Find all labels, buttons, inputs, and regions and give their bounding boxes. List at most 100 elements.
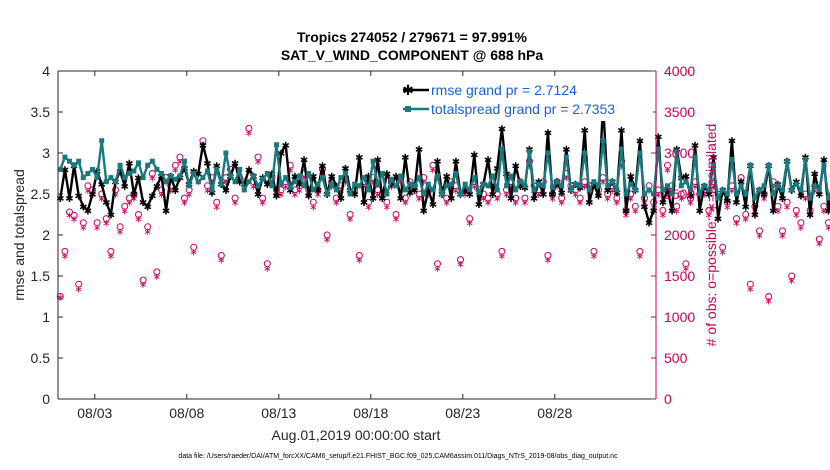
spread-point [637, 150, 643, 156]
obs-assimilated-point: ∗ [360, 182, 368, 193]
spread-point [297, 173, 302, 179]
rmse-point: ✱ [180, 164, 188, 175]
obs-assimilated-point: ∗ [571, 190, 579, 201]
rmse-point: ✱ [387, 180, 395, 191]
rmse-point: ✱ [521, 183, 529, 194]
obs-assimilated-point: ∗ [332, 198, 340, 209]
spread-point [425, 181, 431, 187]
obs-assimilated-point: ∗ [581, 182, 589, 193]
spread-point [793, 181, 799, 187]
spread-point [761, 183, 767, 189]
obs-possible-point [116, 223, 124, 231]
rmse-point: ✱ [277, 149, 285, 160]
spread-point [264, 171, 270, 176]
obs-assimilated-point: ∗ [65, 211, 73, 222]
spread-point [490, 173, 496, 179]
obs-assimilated-point: ∗ [677, 194, 685, 205]
rmse-point: ✱ [636, 137, 644, 148]
spread-point [577, 183, 583, 189]
spread-point [724, 191, 730, 197]
rmse-point: ✱ [470, 151, 478, 162]
rmse-point: ✱ [144, 202, 152, 213]
obs-assimilated-point: ∗ [125, 198, 133, 209]
obs-possible-point [383, 198, 391, 206]
obs-assimilated-point: ∗ [599, 178, 607, 189]
obs-possible-point [107, 247, 115, 255]
obs-possible-point [139, 276, 147, 284]
spread-point [122, 175, 128, 181]
obs-possible-point [779, 227, 786, 235]
rmse-point: ✱ [493, 164, 501, 175]
spread-point [697, 191, 703, 197]
obs-assimilated-point: ∗ [107, 252, 115, 263]
spread-point [195, 179, 201, 185]
rmse-point: ✱ [686, 192, 694, 203]
spread-point [743, 191, 749, 197]
obs-possible-point [590, 247, 598, 255]
obs-possible-point [309, 198, 317, 206]
spread-point [177, 173, 183, 179]
rmse-point: ✱ [705, 190, 713, 201]
spread-point [439, 191, 445, 197]
rmse-point: ✱ [300, 156, 308, 167]
spread-point [550, 184, 555, 190]
obs-assimilated-point: ∗ [824, 223, 830, 234]
rmse-point: ✱ [148, 192, 156, 203]
obs-assimilated-point: ∗ [387, 182, 395, 193]
spread-point [628, 181, 634, 187]
obs-possible-point [144, 223, 152, 231]
rmse-point: ✱ [590, 180, 598, 191]
rmse-point: ✱ [498, 124, 506, 135]
rmse-point: ✱ [466, 190, 474, 201]
obs-assimilated-point: ∗ [797, 223, 805, 234]
spread-point [287, 184, 293, 190]
spread-point [223, 150, 229, 156]
rmse-point: ✱ [824, 206, 830, 217]
obs-assimilated-point: ∗ [134, 215, 142, 226]
spread-point [642, 191, 647, 197]
obs-assimilated-point: ∗ [102, 219, 110, 230]
obs-possible-point [401, 194, 409, 202]
rmse-point: ✱ [502, 170, 510, 181]
rmse-point: ✱ [65, 194, 73, 205]
obs-assimilated-point: ∗ [167, 186, 175, 197]
obs-assimilated-point: ∗ [185, 190, 193, 201]
rmse-point: ✱ [397, 194, 405, 205]
obs-possible-point [213, 198, 221, 206]
obs-possible-point [613, 194, 621, 202]
spread-point [76, 158, 82, 164]
rmse-point: ✱ [811, 170, 819, 181]
spread-point [333, 187, 339, 193]
obs-assimilated-point: ∗ [75, 284, 83, 295]
legend-spread-marker [405, 106, 411, 112]
spread-point [545, 150, 551, 156]
x-tick-label: 08/23 [445, 405, 480, 421]
rmse-point: ✱ [594, 192, 602, 203]
obs-assimilated-point: ∗ [259, 198, 267, 209]
obs-assimilated-point: ∗ [778, 231, 786, 242]
rmse-point: ✱ [61, 165, 69, 176]
x-axis-label: Aug.01,2019 00:00:00 start [272, 427, 441, 443]
rmse-point: ✱ [797, 192, 805, 203]
obs-assimilated-point: ∗ [604, 194, 612, 205]
spread-point [711, 162, 716, 168]
rmse-point: ✱ [130, 190, 138, 201]
obs-assimilated-point: ∗ [507, 182, 515, 193]
obs-possible-point [820, 202, 828, 210]
obs-assimilated-point: ∗ [295, 186, 303, 197]
spread-point [306, 171, 312, 176]
rmse-point: ✱ [245, 165, 253, 176]
obs-assimilated-point: ∗ [498, 252, 506, 263]
spread-point [274, 142, 279, 148]
obs-assimilated-point: ∗ [282, 182, 290, 193]
obs-assimilated-point: ∗ [139, 280, 147, 291]
obs-assimilated-point: ∗ [286, 165, 294, 176]
obs-assimilated-point: ∗ [723, 202, 731, 213]
spread-point [513, 187, 519, 193]
rmse-point: ✱ [341, 164, 349, 175]
rmse-point: ✱ [429, 200, 437, 211]
spread-point [315, 181, 321, 187]
spread-point [660, 187, 666, 193]
obs-assimilated-point: ∗ [328, 182, 336, 193]
rmse-point: ✱ [268, 170, 276, 181]
